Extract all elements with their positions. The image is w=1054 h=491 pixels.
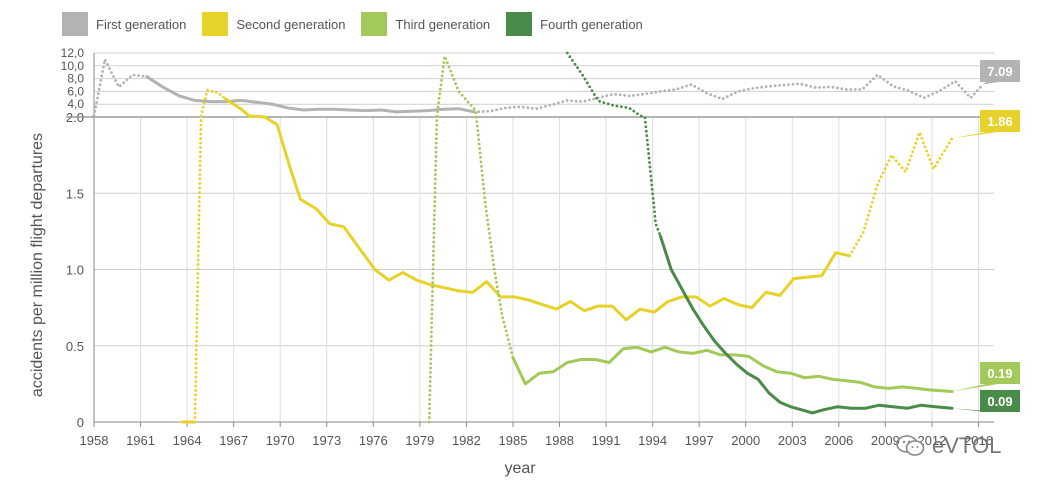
x-tick-label: 1961 [126, 433, 155, 448]
end-label-box [980, 110, 1020, 132]
x-tick-label: 2009 [871, 433, 900, 448]
end-label-text: 0.09 [987, 394, 1012, 409]
chart-legend: First generation Second generation Third… [62, 12, 659, 36]
series-line-fourth-generation [565, 51, 662, 238]
legend-label-third-generation: Third generation [395, 16, 491, 32]
legend-item-first-generation: First generation [62, 12, 186, 36]
end-label-pointer [983, 82, 998, 85]
x-tick-label: 1994 [638, 433, 667, 448]
series-line-second-generation [193, 88, 228, 424]
x-tick-label: 2012 [917, 433, 946, 448]
legend-label-second-generation: Second generation [236, 16, 346, 32]
series-line-first-generation [145, 75, 476, 114]
end-label-text: 7.09 [987, 64, 1012, 79]
legend-swatch-first-generation [62, 12, 88, 36]
legend-label-fourth-generation: Fourth generation [540, 16, 643, 32]
x-tick-label: 1976 [359, 433, 388, 448]
series-line-third-generation [511, 345, 954, 393]
lower-y-tick-label: 0 [77, 415, 84, 430]
x-tick-label: 1982 [452, 433, 481, 448]
x-tick-label: 2006 [824, 433, 853, 448]
series-line-first-generation [472, 73, 985, 114]
end-label-box [980, 390, 1020, 412]
upper-y-tick-label: 6,0 [67, 84, 84, 98]
x-tick-label: 2003 [778, 433, 807, 448]
legend-swatch-second-generation [202, 12, 229, 36]
x-tick-label: 1973 [312, 433, 341, 448]
x-axis-title: year [504, 460, 536, 477]
lower-y-tick-label: 0.5 [66, 339, 84, 354]
legend-item-third-generation: Third generation [361, 12, 490, 36]
x-tick-label: 1967 [219, 433, 248, 448]
upper-y-tick-label: 4,0 [67, 97, 84, 111]
legend-item-second-generation: Second generation [202, 12, 345, 36]
lower-y-tick-label: 1.5 [66, 186, 84, 201]
upper-y-tick-label: 10,0 [61, 59, 85, 73]
end-label-text: 0.19 [987, 366, 1012, 381]
x-tick-label: 2016 [964, 433, 993, 448]
end-label-pointer [952, 132, 998, 139]
x-tick-label: 1988 [545, 433, 574, 448]
series-line-second-generation [848, 130, 954, 258]
x-tick-label: 1985 [499, 433, 528, 448]
x-tick-label: 1970 [266, 433, 295, 448]
legend-item-fourth-generation: Fourth generation [506, 12, 643, 36]
lower-y-tick-label: 1.0 [66, 263, 84, 278]
legend-label-first-generation: First generation [96, 16, 187, 32]
series-line-first-generation [92, 58, 149, 118]
series-line-fourth-generation [658, 234, 954, 415]
end-label-box [980, 362, 1020, 384]
series-line-third-generation [427, 54, 515, 424]
x-tick-label: 1997 [685, 433, 714, 448]
watermark: eVTOL [896, 433, 1001, 459]
watermark-text: eVTOL [932, 433, 1002, 458]
legend-swatch-third-generation [361, 12, 388, 36]
end-label-pointer [952, 384, 998, 392]
x-tick-label: 1979 [405, 433, 434, 448]
x-tick-label: 1958 [80, 433, 109, 448]
y-axis-title: accidents per million flight departures [29, 132, 46, 398]
end-label-box [980, 60, 1020, 82]
end-label-text: 1.86 [987, 114, 1012, 129]
upper-y-tick-label: 12,0 [61, 46, 85, 60]
series-line-second-generation [224, 97, 852, 322]
legend-swatch-fourth-generation [506, 12, 533, 36]
upper-y-tick-label: 8,0 [67, 72, 84, 86]
wechat-icon [896, 435, 925, 456]
x-tick-label: 1991 [592, 433, 621, 448]
x-tick-label: 2000 [731, 433, 760, 448]
x-tick-label: 1964 [173, 433, 202, 448]
